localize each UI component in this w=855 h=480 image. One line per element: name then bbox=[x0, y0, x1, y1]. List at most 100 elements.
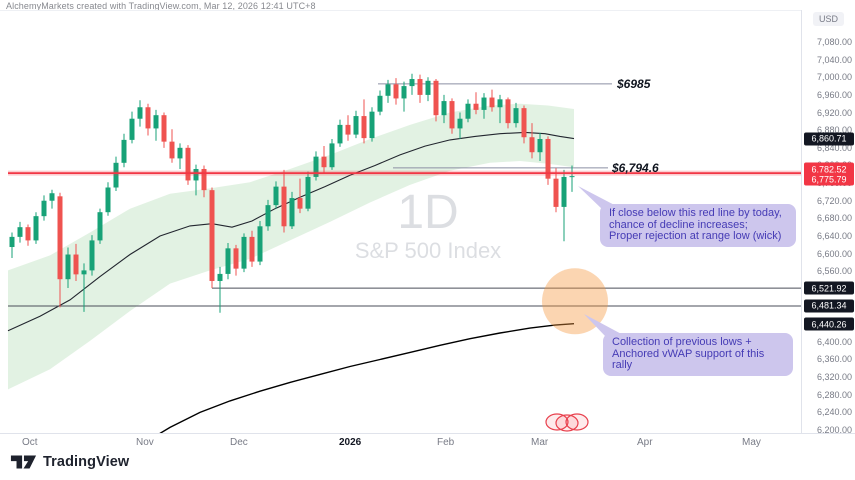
price-badge: 6,782.52 bbox=[804, 162, 854, 176]
price-level-label[interactable]: $6985 bbox=[617, 76, 651, 91]
candle-body bbox=[137, 107, 143, 119]
candle-body bbox=[25, 227, 31, 241]
currency-label: USD bbox=[813, 12, 845, 26]
price-tick-label: 6,560.00 bbox=[816, 266, 852, 277]
anchored-vwap-line[interactable] bbox=[140, 323, 575, 433]
candle-body bbox=[521, 108, 527, 138]
callout-line: If close below this red line by today, bbox=[609, 207, 782, 219]
candle-body bbox=[241, 236, 247, 269]
candle-body bbox=[393, 84, 399, 99]
price-badge: 6,440.26 bbox=[804, 317, 854, 331]
candle-body bbox=[449, 101, 455, 129]
price-tick-label: 6,680.00 bbox=[816, 213, 852, 224]
candle-body bbox=[193, 168, 199, 181]
time-tick-label: 2026 bbox=[339, 437, 362, 448]
ma-line bbox=[7, 131, 575, 332]
price-tick-label: 6,240.00 bbox=[816, 407, 852, 418]
candle-body bbox=[281, 186, 287, 227]
price-level-label[interactable]: $6,794.6 bbox=[612, 160, 659, 175]
candle-body bbox=[353, 116, 359, 135]
candle-body bbox=[537, 139, 543, 153]
time-tick-label: Mar bbox=[531, 437, 549, 448]
candle-body bbox=[385, 84, 391, 96]
date-scribble-icon[interactable] bbox=[565, 413, 589, 431]
candle-body bbox=[177, 147, 183, 159]
price-tick-label: 6,840.00 bbox=[816, 142, 852, 153]
candle-body bbox=[265, 205, 271, 227]
price-tick-label: 6,400.00 bbox=[816, 336, 852, 347]
candle-body bbox=[329, 143, 335, 168]
support-highlight-circle[interactable] bbox=[542, 268, 608, 335]
candle-body bbox=[337, 124, 343, 144]
candle-body bbox=[441, 101, 447, 116]
time-tick-label: Apr bbox=[637, 437, 653, 448]
candle-body bbox=[361, 116, 367, 139]
price-badge: 6,521.92 bbox=[804, 281, 854, 295]
callout-annotation[interactable]: If close below this red line by today, ch… bbox=[600, 204, 796, 247]
candle-body bbox=[145, 107, 151, 129]
candle-body bbox=[545, 139, 551, 179]
candle-body bbox=[97, 212, 103, 241]
chart-canvas[interactable]: 1D S&P 500 Index If close below this red… bbox=[0, 10, 801, 433]
candle-body bbox=[257, 226, 263, 262]
callout-annotation[interactable]: Collection of previous lows + Anchored vW… bbox=[603, 333, 793, 376]
candle-body bbox=[481, 97, 487, 110]
price-tick-label: 6,880.00 bbox=[816, 125, 852, 136]
candle-body bbox=[225, 248, 231, 274]
price-tick-label: 6,320.00 bbox=[816, 372, 852, 383]
candle-body bbox=[433, 80, 439, 116]
price-tick-label: 6,200.00 bbox=[816, 425, 852, 435]
candle-body bbox=[113, 162, 119, 188]
price-tick-label: 7,000.00 bbox=[816, 72, 852, 83]
candle-body bbox=[457, 118, 463, 129]
candle-body bbox=[17, 227, 23, 237]
candle-body bbox=[33, 216, 39, 241]
callout-line: Proper rejection at range low (wick) bbox=[609, 230, 782, 242]
candle-body bbox=[417, 79, 423, 95]
tradingview-logo[interactable]: TradingView bbox=[10, 452, 129, 472]
candle-body bbox=[529, 137, 535, 153]
chart-plot[interactable] bbox=[0, 10, 801, 433]
candle-body bbox=[321, 156, 327, 168]
time-tick-label: Dec bbox=[230, 437, 248, 448]
price-tick-label: 7,040.00 bbox=[816, 54, 852, 65]
price-tick-label: 7,080.00 bbox=[816, 37, 852, 47]
candle-body bbox=[553, 178, 559, 207]
candle-body bbox=[377, 95, 383, 112]
candle-body bbox=[345, 124, 351, 135]
candle-body bbox=[9, 236, 15, 248]
time-axis[interactable]: Oct Nov Dec 2026 Feb Mar Apr May bbox=[0, 433, 855, 450]
candle-body bbox=[369, 111, 375, 139]
candle-body bbox=[41, 200, 47, 217]
callout-line: Collection of previous lows + bbox=[612, 336, 752, 348]
price-tick-label: 6,600.00 bbox=[816, 248, 852, 259]
candle-body bbox=[209, 190, 215, 281]
candle-body bbox=[289, 198, 295, 227]
candle-body bbox=[569, 176, 575, 178]
chart-top-border bbox=[0, 10, 855, 11]
candle-body bbox=[129, 118, 135, 140]
date-scribble-icon[interactable] bbox=[545, 413, 569, 431]
candle-body bbox=[273, 186, 279, 206]
candle-body bbox=[561, 176, 567, 207]
price-badge: 6,775.79 bbox=[804, 172, 854, 186]
callout-line: chance of decline increases; bbox=[609, 218, 748, 231]
price-tick-label: 6,280.00 bbox=[816, 389, 852, 400]
price-badge: 6,481.34 bbox=[804, 299, 854, 313]
price-tick-label: 6,360.00 bbox=[816, 354, 852, 365]
time-tick-label: Feb bbox=[437, 437, 455, 448]
candle-body bbox=[217, 273, 223, 281]
candle-body bbox=[201, 168, 207, 191]
date-scribble-icon[interactable] bbox=[555, 414, 579, 432]
price-badge: 6,860.71 bbox=[804, 132, 854, 146]
candle-body bbox=[169, 141, 175, 159]
candle-body bbox=[409, 79, 415, 87]
candle-body bbox=[89, 240, 95, 271]
price-axis[interactable]: USD 7,080.00 7,040.00 7,000.00 6,960.00 6,92… bbox=[801, 10, 855, 435]
attribution-text: AlchemyMarkets created with TradingView.… bbox=[6, 1, 316, 11]
candle-body bbox=[81, 270, 87, 275]
price-tick-label: 6,640.00 bbox=[816, 231, 852, 241]
candle-body bbox=[497, 99, 503, 108]
candle-body bbox=[73, 254, 79, 275]
candle-body bbox=[297, 198, 303, 209]
